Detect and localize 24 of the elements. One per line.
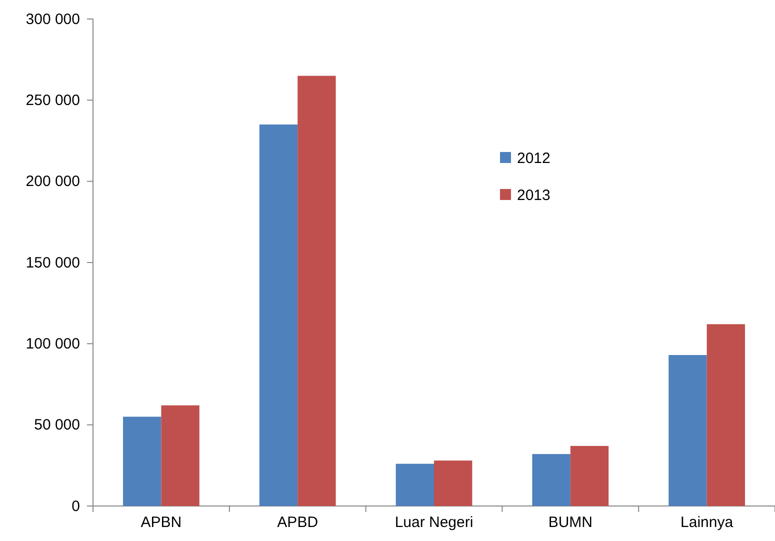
x-tick-label: APBD (277, 514, 318, 531)
x-tick-label: Lainnya (680, 514, 734, 531)
y-tick-label: 200 000 (26, 173, 80, 190)
bar (161, 405, 200, 506)
x-tick-label: Luar Negeri (394, 514, 474, 531)
x-tick-label: APBN (140, 514, 182, 531)
y-tick-label: 0 (72, 498, 80, 515)
bar (706, 324, 745, 506)
bar (123, 416, 162, 506)
y-tick-label: 150 000 (26, 254, 80, 272)
legend-label: 2012 (517, 150, 550, 167)
legend-label: 2013 (517, 187, 550, 204)
y-tick-label: 50 000 (34, 416, 80, 434)
y-tick-label: 100 000 (26, 335, 80, 352)
bar (532, 454, 570, 506)
bar (668, 355, 707, 506)
x-tick-label: BUMN (548, 514, 592, 531)
bar (570, 446, 609, 506)
bar (396, 464, 434, 506)
y-tick-label: 250 000 (26, 92, 80, 109)
y-tick-label: 300 000 (26, 10, 80, 28)
bar (434, 460, 472, 506)
bar (259, 124, 298, 506)
bar (298, 76, 336, 506)
